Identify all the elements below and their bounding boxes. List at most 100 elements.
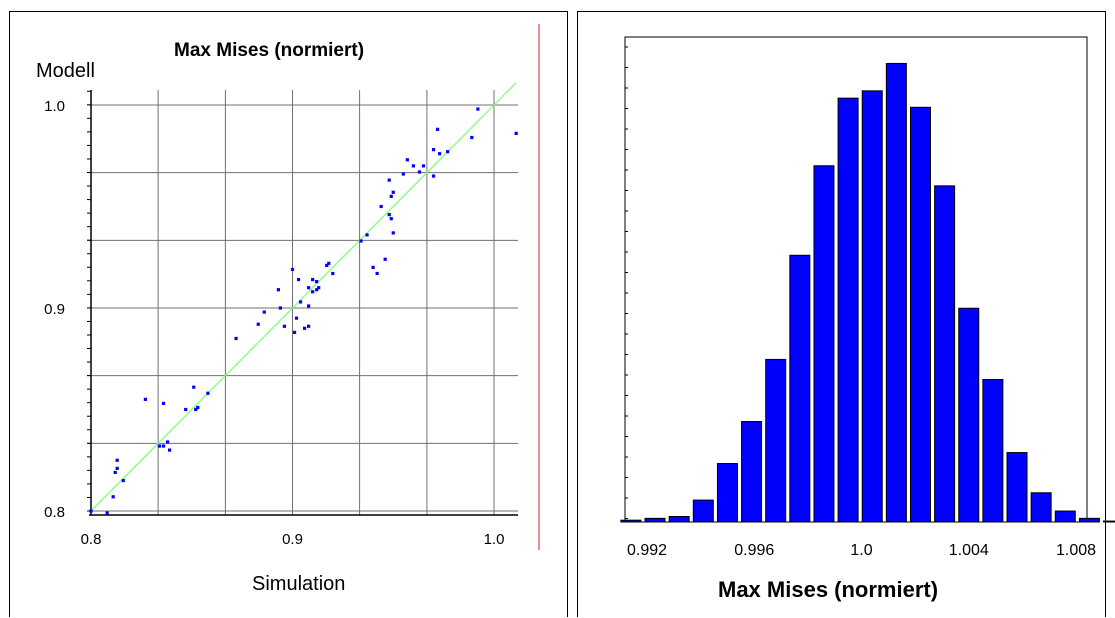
data-point (113, 470, 117, 475)
x-tick-label: 0.8 (81, 531, 102, 548)
data-point (331, 271, 335, 276)
histogram-plot-area: 0.992 0.996 1.0 1.004 1.008 (620, 36, 1115, 559)
data-point (290, 267, 295, 272)
x-tick-label: 0.996 (734, 542, 774, 559)
data-point (387, 178, 391, 182)
data-point (165, 440, 170, 444)
data-point (315, 288, 319, 292)
histogram-bar (1054, 510, 1076, 523)
histogram-bar (1078, 517, 1100, 523)
histogram-bar (982, 379, 1004, 523)
data-point (256, 322, 260, 326)
histogram-bar (909, 106, 931, 523)
data-point (111, 495, 115, 499)
data-point (115, 458, 119, 462)
data-point (375, 271, 379, 276)
data-point (307, 324, 311, 328)
data-point (431, 148, 436, 152)
data-point (387, 213, 391, 217)
data-point (379, 204, 383, 209)
data-point (391, 190, 395, 194)
data-point (105, 511, 109, 515)
data-point (421, 164, 426, 168)
x-tick-label: 1.0 (850, 542, 872, 559)
data-point (327, 261, 331, 265)
scatter-x-axis-label: Simulation (252, 573, 346, 595)
histogram-bar (716, 463, 738, 523)
data-point (389, 217, 393, 221)
x-tick-label: 1.0 (484, 531, 505, 548)
data-point (262, 310, 266, 314)
data-point (417, 170, 422, 174)
data-point (282, 324, 287, 328)
data-point (325, 263, 329, 267)
data-point (401, 172, 405, 176)
data-point (307, 304, 311, 308)
data-point (296, 277, 301, 282)
data-point (121, 478, 125, 483)
data-point (446, 150, 450, 154)
data-point (294, 316, 299, 320)
data-point (411, 164, 415, 168)
data-point (315, 280, 319, 284)
data-point (292, 330, 297, 334)
data-point (371, 265, 375, 269)
histogram-bar (813, 165, 835, 523)
data-point (311, 277, 315, 282)
histogram-bar (885, 62, 907, 523)
histogram-bar (789, 254, 811, 523)
histogram-bar (765, 358, 787, 523)
histogram-bar (644, 517, 666, 523)
data-point (431, 174, 436, 178)
scatter-title: Max Mises (normiert) (174, 40, 365, 61)
data-point (234, 336, 238, 341)
histogram-bar (741, 421, 763, 523)
data-point (115, 466, 119, 470)
y-tick-label: 1.0 (44, 98, 65, 115)
histogram-bar (958, 307, 980, 523)
histogram-bar (1030, 492, 1052, 523)
data-point (405, 158, 409, 162)
histogram-x-axis-label: Max Mises (normiert) (718, 577, 939, 602)
histogram-bar (934, 185, 956, 523)
data-point (184, 407, 188, 412)
data-point (302, 326, 307, 330)
data-point (143, 397, 148, 401)
x-tick-label: 1.008 (1056, 542, 1096, 559)
scatter-plot-area: 0.8 0.9 1.0 0.8 0.9 1.0 (44, 24, 540, 550)
data-point (206, 391, 210, 395)
x-tick-label: 1.004 (949, 542, 989, 559)
x-tick-label: 0.992 (627, 542, 667, 559)
data-point (359, 239, 363, 243)
data-point (194, 407, 198, 412)
data-point (311, 290, 315, 294)
data-point (298, 300, 303, 304)
y-tick-label: 0.8 (44, 504, 65, 521)
data-point (317, 286, 321, 290)
histogram-bar (837, 97, 859, 523)
data-point (391, 231, 395, 235)
data-point (276, 288, 280, 292)
histogram-bar (620, 519, 642, 523)
reference-line (90, 82, 517, 512)
y-tick-label: 0.9 (44, 301, 65, 318)
data-point (157, 444, 162, 448)
data-point (365, 233, 369, 237)
scatter-panel: Max Mises (normiert) Modell Simulation 0… (9, 11, 568, 617)
data-point (161, 444, 166, 448)
data-point (167, 448, 172, 452)
data-point (383, 257, 387, 261)
data-point (470, 135, 474, 140)
data-point (435, 127, 440, 131)
data-point (389, 194, 393, 198)
histogram-bar (861, 90, 883, 523)
histogram-panel: 0.992 0.996 1.0 1.004 1.008 Max Mises (normi… (577, 11, 1115, 617)
data-point (307, 286, 311, 290)
scatter-y-axis-label: Modell (36, 60, 95, 82)
data-point (278, 306, 283, 310)
data-point (437, 152, 442, 156)
histogram-bar (1103, 520, 1115, 523)
x-tick-label: 0.9 (282, 531, 303, 548)
histogram-bar (692, 499, 714, 523)
histogram-bar (668, 516, 690, 523)
